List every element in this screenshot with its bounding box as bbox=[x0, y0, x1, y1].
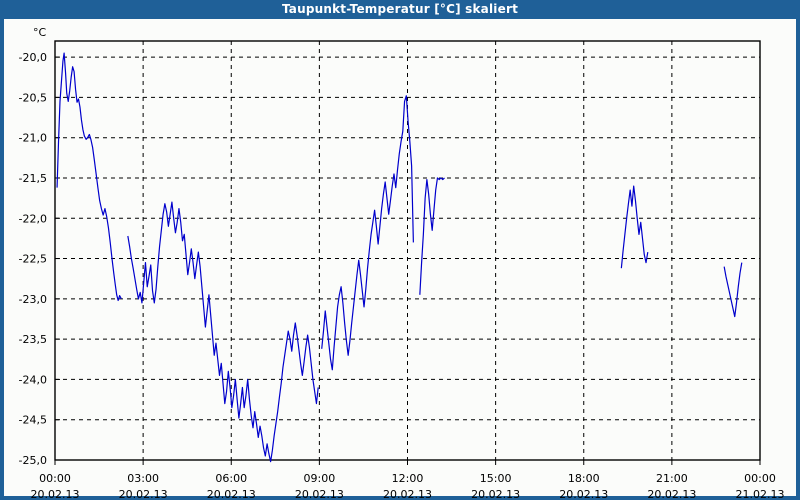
data-series-line bbox=[321, 95, 414, 371]
ytick-label: -21,0 bbox=[19, 132, 47, 145]
xtick-date-label: 20.02.13 bbox=[119, 488, 168, 500]
ytick-label: -20,5 bbox=[19, 91, 47, 104]
ytick-label: -22,5 bbox=[19, 253, 47, 266]
xtick-date-label: 20.02.13 bbox=[559, 488, 608, 500]
ytick-label: -23,5 bbox=[19, 333, 47, 346]
window-title-bar: Taupunkt-Temperatur [°C] skaliert bbox=[0, 0, 800, 19]
xtick-label: 00:00 bbox=[39, 472, 71, 485]
xtick-label: 09:00 bbox=[304, 472, 336, 485]
xtick-date-label: 20.02.13 bbox=[383, 488, 432, 500]
data-series-line bbox=[419, 177, 445, 295]
xtick-label: 21:00 bbox=[656, 472, 688, 485]
xtick-label: 15:00 bbox=[480, 472, 512, 485]
ytick-label: -21,5 bbox=[19, 172, 47, 185]
xtick-date-label: 20.02.13 bbox=[471, 488, 520, 500]
data-series-line bbox=[723, 262, 743, 318]
xtick-label: 00:00 bbox=[744, 472, 776, 485]
yaxis-unit-label: °C bbox=[33, 26, 47, 39]
xtick-date-label: 20.02.13 bbox=[647, 488, 696, 500]
xtick-label: 12:00 bbox=[392, 472, 424, 485]
data-series-line bbox=[620, 185, 649, 269]
ytick-label: -20,0 bbox=[19, 51, 47, 64]
xtick-date-label: 20.02.13 bbox=[207, 488, 256, 500]
xtick-label: 06:00 bbox=[215, 472, 247, 485]
ytick-label: -25,0 bbox=[19, 454, 47, 467]
ytick-label: -24,0 bbox=[19, 373, 47, 386]
ytick-label: -22,0 bbox=[19, 212, 47, 225]
line-chart-plot: -20,0 -20,5 -21,0 -21,5 -22,0 -22,5 -23,0 -23,5… bbox=[19, 26, 785, 500]
data-series-line bbox=[56, 52, 122, 302]
ytick-label: -24,5 bbox=[19, 414, 47, 427]
xtick-date-label: 20.02.13 bbox=[295, 488, 344, 500]
xtick-label: 03:00 bbox=[127, 472, 159, 485]
xtick-label: 18:00 bbox=[568, 472, 600, 485]
data-series-line bbox=[127, 201, 319, 463]
xtick-date-label: 21.02.13 bbox=[736, 488, 785, 500]
xtick-date-label: 20.02.13 bbox=[31, 488, 80, 500]
ytick-label: -23,0 bbox=[19, 293, 47, 306]
plot-frame bbox=[54, 40, 761, 461]
